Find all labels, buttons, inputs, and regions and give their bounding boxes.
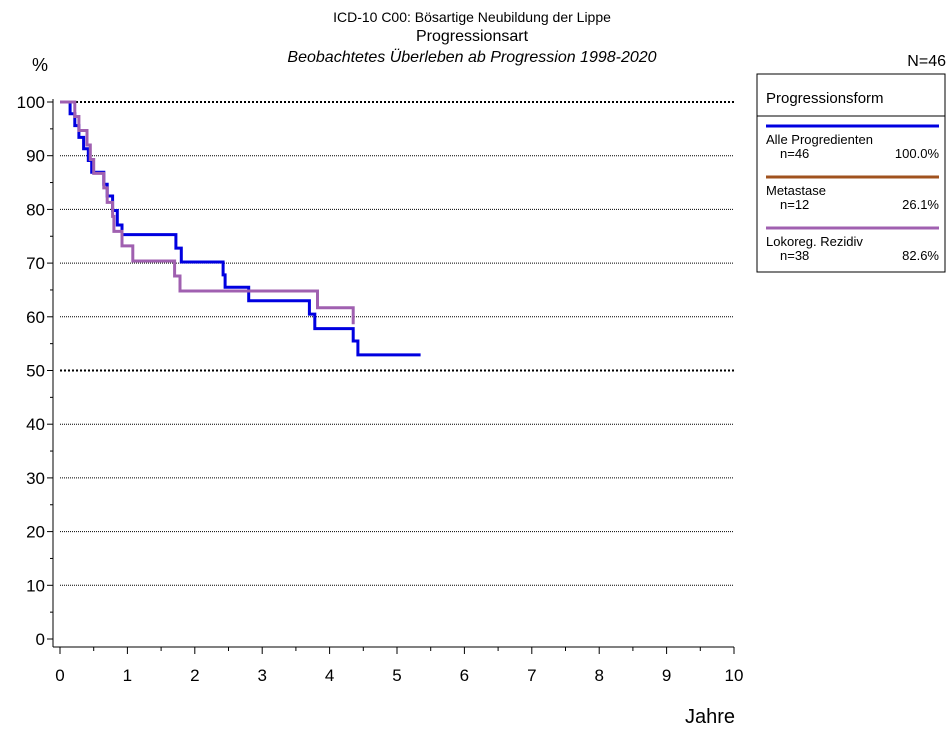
- legend-n-lokoreg: n=38: [780, 248, 809, 263]
- x-tick-label-9: 9: [662, 666, 671, 685]
- axes: 0 10 20 30 40 50 60 70 80 90 100 0 1 2 3 4 5 6 7 8 9 10: [17, 93, 744, 685]
- series-line-alle-progredienten: [60, 100, 421, 357]
- legend-n-alle: n=46: [780, 146, 809, 161]
- legend-label-alle: Alle Progredienten: [766, 132, 873, 147]
- y-tick-label-50: 50: [26, 362, 45, 381]
- x-tick-label-6: 6: [460, 666, 469, 685]
- x-tick-label-7: 7: [527, 666, 536, 685]
- chart-subtitle: Progressionsart: [416, 28, 529, 45]
- series-group: [60, 100, 421, 357]
- y-tick-label-60: 60: [26, 308, 45, 327]
- chart-title: ICD-10 C00: Bösartige Neubildung der Lip…: [333, 9, 611, 25]
- y-tick-label-30: 30: [26, 469, 45, 488]
- x-tick-label-0: 0: [55, 666, 64, 685]
- n-total-label: N=46: [907, 53, 946, 70]
- x-tick-label-3: 3: [257, 666, 266, 685]
- legend-title: Progressionsform: [766, 90, 884, 107]
- x-tick-label-10: 10: [725, 666, 744, 685]
- legend-n-metastase: n=12: [780, 197, 809, 212]
- x-tick-label-5: 5: [392, 666, 401, 685]
- legend-pct-alle: 100.0%: [895, 146, 940, 161]
- y-tick-label-10: 10: [26, 576, 45, 595]
- x-tick-label-1: 1: [123, 666, 132, 685]
- chart-subtitle-2: Beobachtetes Überleben ab Progression 19…: [287, 48, 656, 66]
- y-tick-label-70: 70: [26, 254, 45, 273]
- legend: Progressionsform Alle Progredienten n=46…: [756, 73, 946, 273]
- grid-lines: [60, 101, 734, 586]
- y-tick-label-100: 100: [17, 93, 45, 112]
- y-tick-label-80: 80: [26, 200, 45, 219]
- x-tick-label-2: 2: [190, 666, 199, 685]
- legend-pct-lokoreg: 82.6%: [902, 248, 939, 263]
- legend-pct-metastase: 26.1%: [902, 197, 939, 212]
- legend-label-lokoreg: Lokoreg. Rezidiv: [766, 234, 863, 249]
- legend-label-metastase: Metastase: [766, 183, 826, 198]
- y-axis-unit: %: [32, 55, 48, 75]
- y-tick-label-0: 0: [36, 630, 45, 649]
- y-tick-label-90: 90: [26, 147, 45, 166]
- x-tick-label-8: 8: [594, 666, 603, 685]
- series-line-lokoreg-rezidiv: [60, 100, 355, 325]
- y-tick-label-40: 40: [26, 415, 45, 434]
- legend-box: [756, 73, 946, 273]
- x-axis-label: Jahre: [685, 706, 735, 728]
- x-tick-label-4: 4: [325, 666, 334, 685]
- y-tick-label-20: 20: [26, 523, 45, 542]
